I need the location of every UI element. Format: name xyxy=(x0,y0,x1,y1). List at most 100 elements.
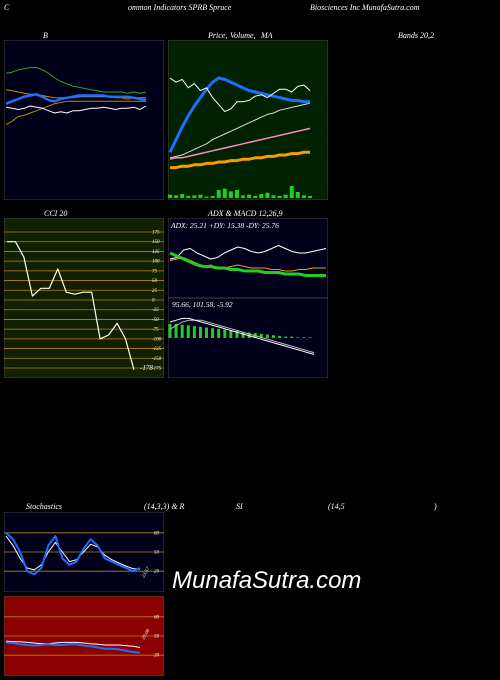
macd-histogram-bar xyxy=(186,325,190,338)
macd-line xyxy=(169,317,315,355)
stoch-params: (14,3,3) & R xyxy=(144,502,185,511)
macd-histogram-bar xyxy=(174,324,178,338)
bb-series-line xyxy=(5,67,147,94)
volume-bar xyxy=(283,194,288,198)
volume-bar xyxy=(174,195,179,198)
bands-title: Bands 20,2 xyxy=(398,31,434,40)
rsi-tick-label: 20 xyxy=(154,654,160,659)
macd-histogram-bar xyxy=(271,335,275,338)
volume-bar xyxy=(259,194,264,198)
volume-bar xyxy=(192,195,197,198)
macd-histogram-bar xyxy=(205,327,209,338)
macd-panel: 95.66, 101.58, -5.92 xyxy=(168,298,328,378)
watermark: MunafaSutra.com xyxy=(172,567,362,594)
volume-bar xyxy=(308,196,312,198)
rsi-fast-line xyxy=(5,641,141,654)
rsi-panel: 80 50 20 29.08 xyxy=(4,596,164,676)
volume-bar xyxy=(289,186,294,198)
macd-histogram-bar xyxy=(284,336,288,338)
cci-tick-label: -100 xyxy=(152,337,162,342)
ma-panel xyxy=(168,40,328,200)
ma-series-line xyxy=(169,77,311,113)
stoch-d-line xyxy=(5,535,141,571)
rsi-close: ) xyxy=(434,502,437,511)
cci-tick-label: -150 xyxy=(152,357,162,362)
cci-title: CCI 20 xyxy=(44,209,68,218)
cci-tick-label: 150 xyxy=(152,240,160,245)
stoch-panel: 80 50 20 23.57 xyxy=(4,512,164,592)
volume-title: Volume, xyxy=(230,31,256,40)
macd-histogram-bar xyxy=(265,334,269,338)
stochastics-title: Stochastics xyxy=(26,502,62,511)
rsi-line xyxy=(5,640,141,648)
rsi-tick-label: 50 xyxy=(154,635,160,640)
macd-histogram-bar xyxy=(302,337,306,338)
bb-panel xyxy=(4,40,164,200)
cci-tick-label: -175 xyxy=(152,367,162,372)
macd-histogram-bar xyxy=(296,337,300,338)
cci-tick-label: -125 xyxy=(152,347,162,352)
macd-histogram-bar xyxy=(223,329,227,338)
macd-histogram-bar xyxy=(290,336,294,338)
macd-histogram-bar xyxy=(278,335,282,338)
macd-histogram-bar xyxy=(192,326,196,338)
stoch-tick-label: 50 xyxy=(154,551,160,556)
volume-bar xyxy=(234,190,239,198)
volume-bar xyxy=(204,196,209,198)
header-left: C xyxy=(4,3,10,12)
ma-series-line xyxy=(169,127,311,160)
macd-histogram-bar xyxy=(211,328,215,338)
macd-histogram-bar xyxy=(217,328,221,338)
bb-series-line xyxy=(5,105,147,114)
adx-minus-di-line xyxy=(169,245,327,260)
macd-histogram-bar xyxy=(308,337,312,338)
adx-readout: ADX: 25.21 +DY: 15.38 -DY: 25.76 xyxy=(170,221,279,230)
cci-tick-label: 125 xyxy=(152,250,160,255)
cci-tick-label: 100 xyxy=(152,260,160,265)
cci-tick-label: 0 xyxy=(152,299,155,304)
bb-series-line xyxy=(5,93,147,105)
adx-line xyxy=(169,251,326,277)
volume-bar xyxy=(186,196,191,198)
ma-series-line xyxy=(169,102,311,159)
volume-bar xyxy=(301,195,306,198)
cci-tick-label: 75 xyxy=(152,269,158,274)
price-title: Price, xyxy=(208,31,228,40)
volume-bar xyxy=(295,192,300,198)
adx-macd-title: ADX & MACD 12,26,9 xyxy=(208,209,283,218)
macd-histogram-bar xyxy=(229,330,233,338)
volume-bar xyxy=(168,194,172,198)
volume-bar xyxy=(247,194,252,198)
stoch-k-line xyxy=(5,532,141,576)
stoch-tick-label: 80 xyxy=(154,531,160,536)
header-middle: ommon Indicators SPRB Spruce xyxy=(128,3,232,12)
macd-histogram-bar xyxy=(198,326,202,338)
rsi-params: (14,5 xyxy=(328,502,345,511)
volume-bar xyxy=(228,191,233,198)
macd-histogram-bar xyxy=(235,331,239,338)
volume-bar xyxy=(222,188,227,198)
cci-tick-label: -50 xyxy=(152,318,159,323)
macd-histogram-bar xyxy=(180,324,184,338)
cci-tick-label: 175 xyxy=(152,231,160,236)
volume-bar xyxy=(216,190,221,198)
macd-readout: 95.66, 101.58, -5.92 xyxy=(172,300,233,309)
cci-tick-label: 50 xyxy=(152,279,158,284)
cci-panel: 175 150 125 100 75 50 25 0 -25 -50 -75 -100 -125 -150… xyxy=(4,218,164,378)
bb-title: B xyxy=(43,31,48,40)
volume-bar xyxy=(253,196,258,198)
volume-bar xyxy=(277,196,282,198)
ma-title: MA xyxy=(261,31,273,40)
volume-bar xyxy=(198,194,203,198)
stoch-tick-label: 20 xyxy=(154,570,160,575)
volume-bar xyxy=(210,196,215,198)
macd-histogram-bar xyxy=(259,333,263,338)
si-title: SI xyxy=(236,502,243,511)
cci-tick-label: 25 xyxy=(152,289,158,294)
macd-histogram-bar xyxy=(247,332,251,338)
rsi-tick-label: 80 xyxy=(154,615,160,620)
bb-series-line xyxy=(5,100,146,126)
adx-panel: ADX: 25.21 +DY: 15.38 -DY: 25.76 xyxy=(168,218,328,298)
volume-bar xyxy=(180,194,185,198)
